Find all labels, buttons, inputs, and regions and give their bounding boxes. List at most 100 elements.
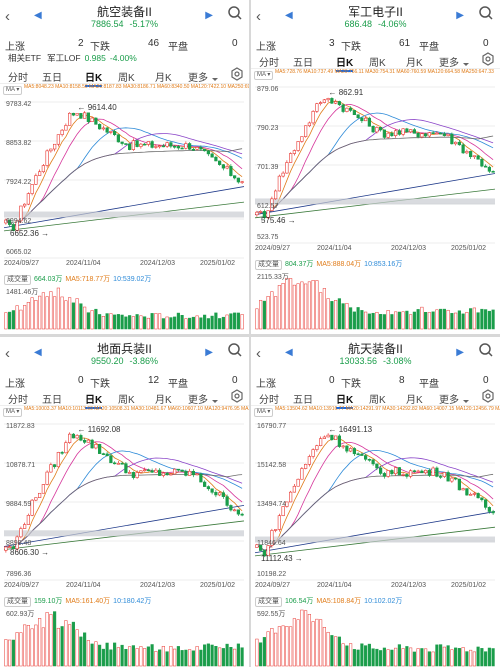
back-arrow-icon[interactable]: ‹ (5, 345, 10, 362)
candle (274, 529, 278, 531)
next-index-icon[interactable]: ▶ (456, 10, 464, 21)
kline-chart[interactable] (251, 83, 500, 333)
ma-toggle-button[interactable]: MA ▾ (254, 408, 274, 417)
ma-legend: MA ▾ MA5:728.76 MA10:737.49 MA20:756.11 M… (251, 69, 500, 82)
tab-period[interactable]: 日K (85, 69, 103, 87)
next-index-icon[interactable]: ▶ (456, 347, 464, 358)
tab-period[interactable]: 月K (155, 395, 172, 406)
candle (315, 445, 319, 450)
index-price: 7886.54 (90, 19, 124, 29)
back-arrow-icon[interactable]: ‹ (256, 8, 261, 25)
search-icon[interactable] (227, 342, 243, 358)
tab-period[interactable]: 日K (85, 391, 103, 409)
kline-chart[interactable] (0, 98, 249, 333)
prev-index-icon[interactable]: ◀ (285, 347, 293, 358)
next-index-icon[interactable]: ▶ (205, 347, 213, 358)
next-index-icon[interactable]: ▶ (205, 10, 213, 21)
volume-bar (188, 317, 192, 330)
back-arrow-icon[interactable]: ‹ (5, 8, 10, 25)
period-tabs: 分时 五日 日K 周K 月K 更多 (251, 51, 500, 72)
ma-toggle-button[interactable]: MA ▾ (3, 86, 23, 95)
tab-period[interactable]: 五日 (293, 395, 313, 406)
tab-period[interactable]: 分时 (8, 395, 28, 406)
candle (131, 472, 135, 478)
tab-period[interactable]: 周K (369, 58, 386, 69)
candle (431, 132, 435, 134)
tab-period[interactable]: 五日 (42, 395, 62, 406)
market-breadth: 上涨 0 下跌 8 平盘 0 (251, 375, 500, 390)
x-axis-label: 2024/09/27 (255, 245, 291, 252)
candle (206, 486, 210, 490)
tab-period[interactable]: 日K (336, 391, 354, 409)
volume-bar (184, 649, 188, 667)
tab-period[interactable]: 月K (406, 395, 423, 406)
back-arrow-icon[interactable]: ‹ (256, 345, 261, 362)
candle (199, 147, 203, 150)
settings-gear-icon[interactable] (481, 389, 495, 403)
tab-period[interactable]: 分时 (259, 58, 279, 69)
candle (83, 439, 87, 443)
volume-ma10: 10:539.02万 (113, 276, 152, 283)
tab-period[interactable]: 日K (336, 54, 354, 72)
tab-period[interactable]: 分时 (8, 73, 28, 84)
period-high-label: ← 9614.40 (77, 103, 117, 113)
search-icon[interactable] (227, 5, 243, 21)
tab-period[interactable]: 周K (118, 73, 135, 84)
volume-toggle-button[interactable]: 成交量 (255, 597, 282, 607)
volume-bar (154, 313, 158, 330)
candle (480, 158, 484, 167)
volume-bar (79, 636, 83, 667)
volume-bar (233, 648, 237, 667)
prev-index-icon[interactable]: ◀ (34, 347, 42, 358)
more-dropdown-icon[interactable] (212, 400, 218, 403)
candle (135, 472, 139, 478)
tab-period[interactable]: 五日 (42, 73, 62, 84)
settings-gear-icon[interactable] (481, 52, 495, 66)
settings-gear-icon[interactable] (230, 389, 244, 403)
search-icon[interactable] (478, 5, 494, 21)
volume-bar (379, 650, 383, 667)
breadth-up-label: 上涨 (5, 379, 25, 390)
kline-chart[interactable] (251, 420, 500, 667)
kline-chart[interactable] (0, 420, 249, 667)
volume-toggle-button[interactable]: 成交量 (255, 260, 282, 270)
volume-toggle-button[interactable]: 成交量 (4, 275, 31, 285)
prev-index-icon[interactable]: ◀ (285, 10, 293, 21)
volume-toggle-button[interactable]: 成交量 (4, 597, 31, 607)
candle (300, 468, 304, 480)
y-axis-label: 10878.71 (6, 462, 36, 469)
volume-bar (274, 632, 278, 667)
candle (345, 445, 349, 452)
volume-bar (371, 312, 375, 330)
volume-legend: 成交量 664.03万 MA5:718.77万 10:539.02万 (0, 274, 249, 285)
more-dropdown-icon[interactable] (463, 400, 469, 403)
tab-period[interactable]: 更多 (439, 395, 459, 406)
related-etf-row[interactable]: 相关ETF 军工LOF 0.985 -4.00% (0, 51, 249, 66)
candle (307, 456, 311, 465)
candle (23, 203, 27, 207)
tab-period[interactable]: 月K (155, 73, 172, 84)
ma-toggle-button[interactable]: MA ▾ (254, 71, 274, 80)
candle (322, 99, 326, 103)
volume-bar (214, 645, 218, 667)
tab-period[interactable]: 月K (406, 58, 423, 69)
volume-bar (360, 643, 364, 667)
tab-period[interactable]: 周K (118, 395, 135, 406)
tab-period[interactable]: 更多 (439, 58, 459, 69)
settings-gear-icon[interactable] (230, 67, 244, 81)
tab-period[interactable]: 周K (369, 395, 386, 406)
more-dropdown-icon[interactable] (212, 78, 218, 81)
tab-period[interactable]: 更多 (188, 73, 208, 84)
tab-period[interactable]: 分时 (259, 395, 279, 406)
candle (56, 134, 60, 145)
volume-bar (218, 647, 222, 667)
candle (454, 477, 458, 480)
search-icon[interactable] (478, 342, 494, 358)
more-dropdown-icon[interactable] (463, 63, 469, 66)
tab-period[interactable]: 更多 (188, 395, 208, 406)
prev-index-icon[interactable]: ◀ (34, 10, 42, 21)
ma-toggle-button[interactable]: MA ▾ (3, 408, 23, 417)
tab-period[interactable]: 五日 (293, 58, 313, 69)
x-axis-label: 2024/11/04 (66, 260, 101, 267)
candle (397, 467, 401, 476)
